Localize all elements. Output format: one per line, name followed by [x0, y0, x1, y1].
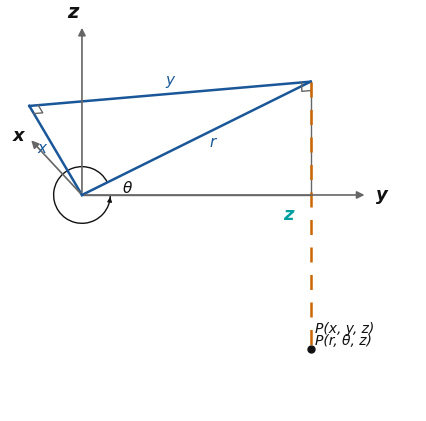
- Text: P(r, θ, z): P(r, θ, z): [314, 335, 371, 349]
- Text: θ: θ: [122, 181, 132, 196]
- Text: x: x: [37, 141, 46, 156]
- Text: y: y: [165, 73, 174, 88]
- Text: z: z: [67, 3, 78, 22]
- Text: P(x, y, z): P(x, y, z): [314, 322, 373, 336]
- Text: x: x: [13, 127, 24, 145]
- Text: z: z: [282, 206, 293, 224]
- Text: y: y: [375, 186, 387, 204]
- Text: r: r: [209, 135, 215, 150]
